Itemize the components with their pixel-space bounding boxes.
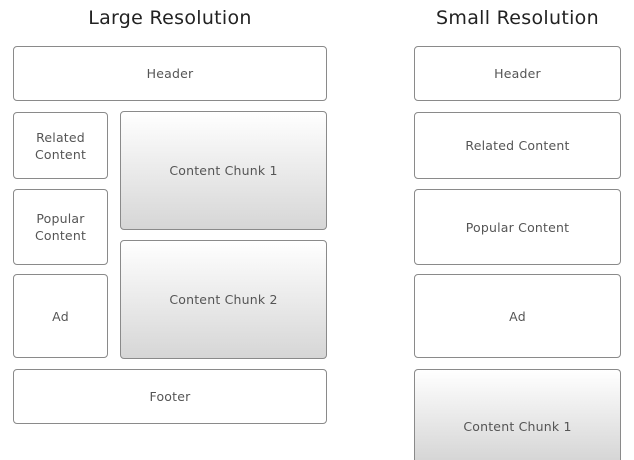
small-related-content-box: Related Content [414,112,621,179]
large-content-chunk-2-box: Content Chunk 2 [120,240,327,359]
large-popular-content-label: Popular Content [34,211,87,243]
small-ad-label: Ad [509,308,526,324]
large-content-chunk-1-box: Content Chunk 1 [120,111,327,230]
large-popular-content-box: Popular Content [13,189,108,265]
small-resolution-title: Small Resolution [436,7,599,29]
small-header-label: Header [494,66,541,81]
small-content-chunk-1-box: Content Chunk 1 [414,369,621,460]
large-resolution-title: Large Resolution [88,7,252,29]
small-popular-content-label: Popular Content [465,219,570,235]
large-content-chunk-2-label: Content Chunk 2 [169,292,278,307]
large-ad-label: Ad [52,308,69,324]
large-related-content-label: Related Content [34,129,87,162]
large-content-chunk-1-label: Content Chunk 1 [169,163,278,178]
large-header-box: Header [13,46,327,101]
small-header-box: Header [414,46,621,101]
small-popular-content-box: Popular Content [414,189,621,265]
large-header-label: Header [146,66,194,81]
small-content-chunk-1-label: Content Chunk 1 [463,419,572,434]
small-related-content-label: Related Content [465,138,570,153]
large-ad-box: Ad [13,274,108,358]
large-related-content-box: Related Content [13,112,108,179]
small-ad-box: Ad [414,274,621,358]
large-footer-box: Footer [13,369,327,424]
large-footer-label: Footer [149,389,191,404]
